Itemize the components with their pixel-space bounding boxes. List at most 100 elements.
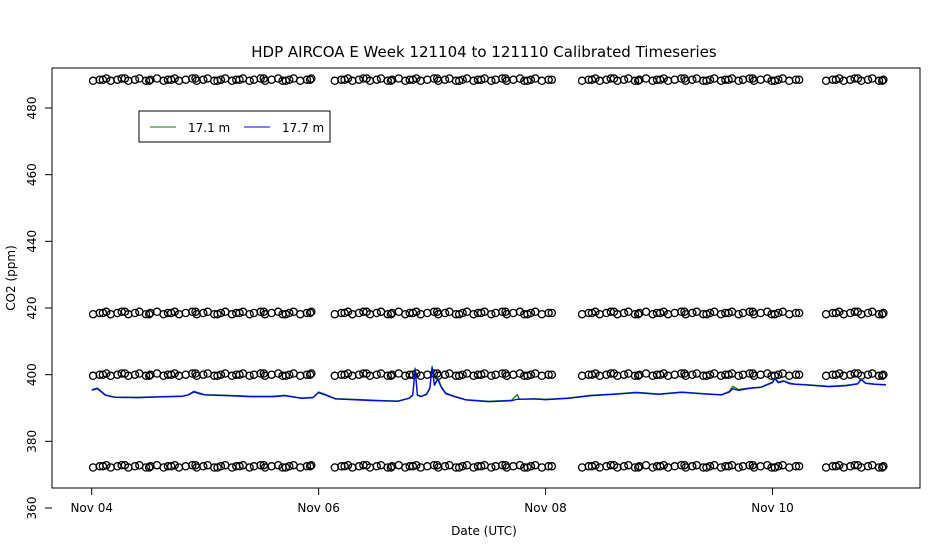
calibration-point (440, 370, 450, 379)
calibration-point (188, 74, 197, 83)
calibration-point (216, 462, 226, 471)
calibration-point (487, 371, 496, 381)
calibration-point (199, 462, 208, 471)
calibration-point (491, 370, 500, 379)
calibration-point (199, 370, 208, 379)
calibration-point (702, 76, 711, 86)
calibration-point (738, 75, 748, 84)
calibration-point (659, 460, 668, 470)
calibration-point (487, 76, 496, 86)
calibration-point (734, 371, 743, 381)
calibration-point (343, 369, 353, 378)
calibration-point (515, 307, 525, 317)
calibration-point (515, 369, 525, 378)
calibration-point (595, 463, 604, 472)
calibration-point (141, 463, 151, 472)
calibration-point (595, 76, 604, 86)
calibration-point (633, 463, 643, 472)
calibration-point (285, 75, 294, 84)
calibration-point (343, 307, 353, 317)
calibration-point (144, 309, 154, 319)
calibration-point (383, 76, 392, 86)
calibration-point (537, 76, 547, 86)
calibration-point (630, 76, 640, 86)
calibration-point (102, 460, 111, 470)
calibration-point (877, 76, 887, 86)
calibration-point (302, 370, 312, 379)
calibration-point (256, 307, 265, 317)
calibration-point (738, 308, 748, 318)
calibration-point (794, 75, 804, 84)
calibration-point (745, 74, 754, 83)
calibration-point (141, 371, 151, 381)
calibration-point (498, 460, 507, 470)
calibration-point (296, 309, 305, 319)
calibration-point (267, 308, 276, 318)
calibration-point (429, 74, 439, 83)
x-axis: Nov 04 Nov 06 Nov 08 Nov 10 (70, 488, 794, 515)
calibration-point (544, 75, 553, 84)
calibration-point (591, 307, 600, 317)
calibration-point (383, 371, 392, 381)
calibration-point (785, 309, 794, 319)
x-tick-label: Nov 10 (751, 501, 794, 515)
calibration-point (302, 462, 312, 471)
calibration-point (305, 462, 315, 471)
calibration-point (630, 309, 640, 319)
calibration-point (879, 75, 888, 84)
calibration-point (429, 307, 439, 317)
x-tick-label: Nov 04 (70, 501, 113, 515)
calibration-point (412, 307, 421, 317)
calibration-point (130, 308, 140, 318)
calibration-point (130, 370, 140, 379)
calibration-point (423, 462, 432, 471)
calibration-point (794, 462, 804, 471)
calibration-point (383, 463, 392, 472)
calibration-point (633, 309, 643, 319)
calibration-point (677, 369, 686, 378)
calibration-point (863, 462, 873, 471)
calibration-points (88, 74, 888, 472)
calibration-point (130, 462, 140, 471)
calibration-point (305, 75, 315, 84)
calibration-point (763, 74, 772, 83)
calibration-point (281, 371, 291, 381)
calibration-point (702, 371, 711, 381)
calibration-point (835, 369, 844, 378)
calibration-point (305, 308, 315, 318)
calibration-point (734, 463, 743, 472)
calibration-point (386, 371, 396, 381)
series-line-17-7-m (91, 367, 887, 403)
calibration-point (498, 369, 507, 378)
calibration-point (821, 309, 831, 319)
calibration-point (544, 370, 553, 379)
calibration-point (88, 463, 98, 472)
calibration-point (630, 371, 640, 381)
calibration-point (515, 74, 525, 83)
calibration-point (791, 370, 801, 379)
calibration-point (794, 370, 804, 379)
calibration-point (144, 76, 154, 86)
calibration-point (307, 307, 316, 317)
calibration-point (423, 308, 432, 318)
calibration-point (515, 460, 525, 470)
calibration-point (386, 463, 396, 472)
calibration-point (785, 463, 794, 472)
calibration-point (745, 307, 754, 317)
calibration-point (877, 371, 887, 381)
calibration-point (770, 76, 780, 86)
calibration-point (216, 308, 226, 318)
calibration-point (302, 75, 312, 84)
calibration-point (174, 371, 184, 381)
calibration-point (547, 462, 557, 471)
calibration-point (166, 462, 176, 471)
calibration-point (458, 370, 467, 379)
calibration-point (688, 370, 697, 379)
calibration-point (144, 371, 154, 381)
calibration-point (734, 309, 743, 319)
calibration-point (835, 307, 844, 317)
calibration-point (199, 308, 208, 318)
calibration-point (458, 75, 467, 84)
calibration-point (383, 309, 392, 319)
